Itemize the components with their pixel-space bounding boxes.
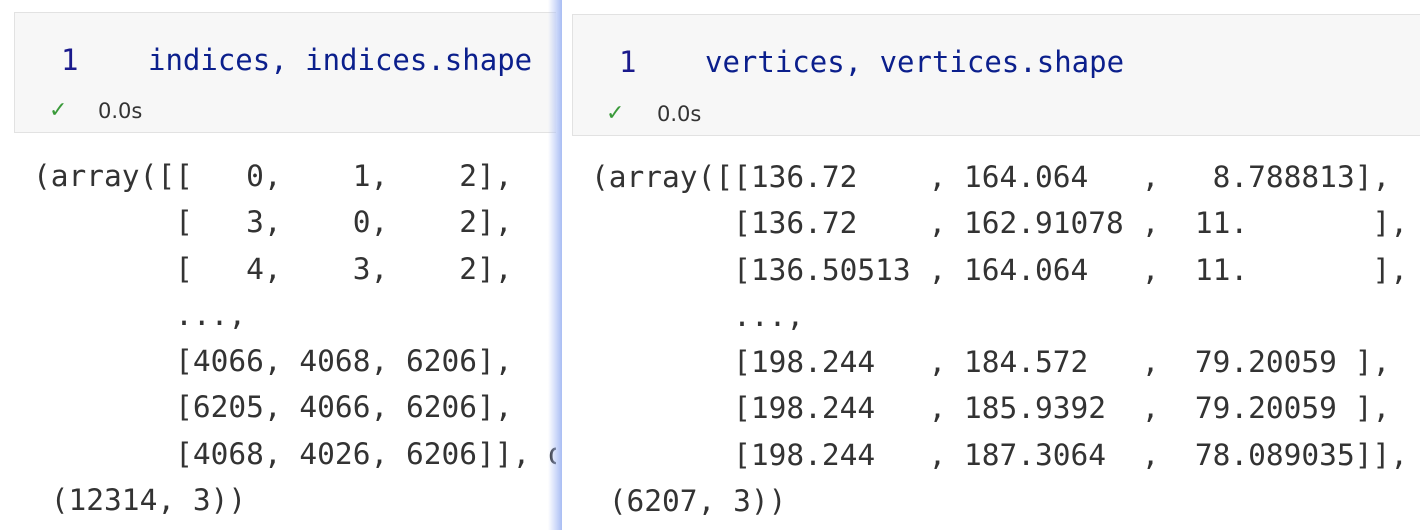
code-cell-input[interactable]: 1 indices, indices.shape ✓ 0.0s: [14, 12, 556, 133]
code-line[interactable]: vertices, vertices.shape: [705, 45, 1125, 79]
execution-time: 0.0s: [98, 99, 143, 123]
code-line[interactable]: indices, indices.shape: [148, 43, 533, 77]
line-number: 1: [61, 43, 79, 77]
check-icon: ✓: [606, 101, 625, 126]
right-notebook-cell: 1 vertices, vertices.shape ✓ 0.0s (array…: [562, 0, 1420, 530]
code-cell-input[interactable]: 1 vertices, vertices.shape ✓ 0.0s: [572, 14, 1420, 136]
line-number: 1: [619, 45, 637, 79]
cell-output: (array([[136.72 , 164.064 , 8.788813], […: [591, 160, 1408, 519]
execution-time: 0.0s: [657, 102, 702, 126]
cell-output: (array([[ 0, 1, 2], [ 3, 0, 2], [ 4, 3, …: [33, 159, 556, 518]
left-notebook-cell: 1 indices, indices.shape ✓ 0.0s (array([…: [0, 0, 556, 530]
screenshot-divider-shadow: [548, 0, 562, 530]
check-icon: ✓: [49, 98, 68, 123]
